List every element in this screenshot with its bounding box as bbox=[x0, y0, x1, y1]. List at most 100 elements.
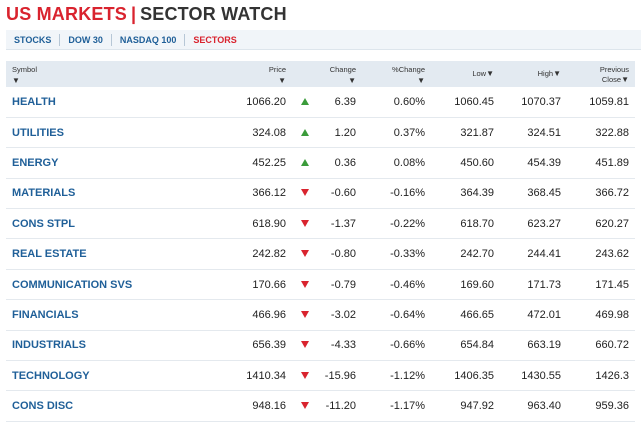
tab-stocks[interactable]: STOCKS bbox=[6, 33, 61, 46]
sort-arrow-icon: ▼ bbox=[553, 69, 561, 78]
sector-name-link[interactable]: INDUSTRIALS bbox=[12, 339, 86, 352]
high-cell: 171.73 bbox=[527, 278, 561, 291]
previous-close-cell: 451.89 bbox=[595, 156, 629, 169]
table-row[interactable]: CONS STPL 618.90 -1.37 -0.22% 618.70 623.27 62… bbox=[6, 209, 635, 239]
table-row[interactable]: UTILITIES 324.08 1.20 0.37% 321.87 324.51 322.… bbox=[6, 117, 635, 148]
sector-name-link[interactable]: REAL ESTATE bbox=[12, 248, 87, 261]
change-cell: -1.37 bbox=[330, 217, 356, 230]
col-previous-close-header[interactable]: Previous Close▼ bbox=[567, 61, 635, 87]
previous-close-cell: 322.88 bbox=[595, 126, 629, 139]
sort-arrow-icon: ▼ bbox=[417, 76, 425, 85]
direction-indicator-cell bbox=[292, 209, 318, 239]
title-us-markets: US MARKETS bbox=[6, 4, 128, 24]
arrow-down-icon bbox=[301, 280, 309, 288]
sector-name-link[interactable]: ENERGY bbox=[12, 156, 59, 169]
pct-change-cell: -0.33% bbox=[390, 248, 425, 261]
high-cell: 454.39 bbox=[527, 156, 561, 169]
arrow-up-icon bbox=[301, 128, 309, 136]
table-row[interactable]: COMMUNICATION SVS 170.66 -0.79 -0.46% 169.60… bbox=[6, 269, 635, 300]
col-change-header[interactable]: Change ▼ bbox=[318, 61, 362, 87]
sector-name-link[interactable]: FINANCIALS bbox=[12, 308, 79, 321]
low-cell: 618.70 bbox=[460, 217, 494, 230]
sort-arrow-icon: ▼ bbox=[348, 76, 356, 85]
previous-close-cell: 243.62 bbox=[595, 248, 629, 261]
low-cell: 466.65 bbox=[460, 308, 494, 321]
page-title: US MARKETS | SECTOR WATCH bbox=[6, 4, 287, 26]
pct-change-cell: 0.37% bbox=[393, 126, 425, 139]
arrow-down-icon bbox=[301, 219, 309, 227]
low-cell: 654.84 bbox=[460, 339, 494, 352]
pct-change-cell: -1.17% bbox=[390, 400, 425, 413]
low-cell: 321.87 bbox=[460, 126, 494, 139]
table-row[interactable]: FINANCIALS 466.96 -3.02 -0.64% 466.65 472.01 4… bbox=[6, 300, 635, 331]
col-close-label: Close bbox=[601, 75, 622, 84]
table-row[interactable]: MATERIALS 366.12 -0.60 -0.16% 364.39 368.45 36… bbox=[6, 178, 635, 209]
col-pct-change-header[interactable]: %Change ▼ bbox=[362, 61, 431, 87]
price-cell: 242.82 bbox=[252, 248, 286, 261]
table-row[interactable]: REAL ESTATE 242.82 -0.80 -0.33% 242.70 244.41… bbox=[6, 239, 635, 270]
direction-indicator-cell bbox=[292, 269, 318, 299]
table-row[interactable]: CONS DISC 948.16 -11.20 -1.17% 947.92 963.40 9… bbox=[6, 391, 635, 422]
price-cell: 1410.34 bbox=[246, 369, 286, 382]
change-cell: -0.79 bbox=[330, 278, 356, 291]
change-cell: -0.80 bbox=[330, 248, 356, 261]
high-cell: 368.45 bbox=[527, 187, 561, 200]
table-row[interactable]: HEALTH 1066.20 6.39 0.60% 1060.45 1070.37 1059… bbox=[6, 87, 635, 118]
change-cell: 0.36 bbox=[334, 156, 356, 169]
tab-dow-30[interactable]: DOW 30 bbox=[60, 33, 112, 46]
arrow-down-icon bbox=[301, 371, 309, 379]
col-low-label: Low bbox=[472, 69, 487, 78]
previous-close-cell: 171.45 bbox=[595, 278, 629, 291]
price-cell: 452.25 bbox=[252, 156, 286, 169]
high-cell: 324.51 bbox=[527, 126, 561, 139]
pct-change-cell: -1.12% bbox=[390, 369, 425, 382]
change-cell: 1.20 bbox=[334, 126, 356, 139]
high-cell: 623.27 bbox=[527, 217, 561, 230]
price-cell: 618.90 bbox=[252, 217, 286, 230]
pct-change-cell: 0.08% bbox=[393, 156, 425, 169]
low-cell: 364.39 bbox=[460, 187, 494, 200]
direction-indicator-cell bbox=[292, 330, 318, 360]
col-price-header[interactable]: Price ▼ bbox=[206, 61, 292, 87]
change-cell: -11.20 bbox=[325, 400, 356, 413]
sector-name-link[interactable]: CONS STPL bbox=[12, 217, 75, 230]
price-cell: 656.39 bbox=[252, 339, 286, 352]
col-low-header[interactable]: Low▼ bbox=[431, 61, 500, 87]
table-header-row: Symbol ▼ Price ▼ Change ▼ %Change ▼ Low▼… bbox=[6, 61, 635, 87]
table-row[interactable]: ENERGY 452.25 0.36 0.08% 450.60 454.39 451.89 bbox=[6, 148, 635, 179]
tab-sectors[interactable]: SECTORS bbox=[193, 34, 237, 45]
high-cell: 1430.55 bbox=[521, 369, 561, 382]
table-row[interactable]: INDUSTRIALS 656.39 -4.33 -0.66% 654.84 663.19… bbox=[6, 330, 635, 361]
change-cell: -4.33 bbox=[330, 339, 356, 352]
sector-name-link[interactable]: TECHNOLOGY bbox=[12, 369, 90, 382]
table-row[interactable]: TECHNOLOGY 1410.34 -15.96 -1.12% 1406.35 1430… bbox=[6, 361, 635, 391]
col-indicator-header bbox=[292, 61, 318, 87]
sort-arrow-icon: ▼ bbox=[621, 75, 629, 84]
col-pct-change-label: %Change bbox=[392, 65, 425, 74]
low-cell: 169.60 bbox=[460, 278, 494, 291]
price-cell: 170.66 bbox=[252, 278, 286, 291]
sort-arrow-icon: ▼ bbox=[486, 69, 494, 78]
col-high-label: High bbox=[537, 69, 554, 78]
sector-name-link[interactable]: CONS DISC bbox=[12, 400, 74, 413]
tab-nasdaq-100[interactable]: NASDAQ 100 bbox=[112, 33, 186, 46]
direction-indicator-cell bbox=[292, 148, 318, 178]
col-symbol-header[interactable]: Symbol ▼ bbox=[6, 61, 206, 87]
arrow-up-icon bbox=[301, 158, 309, 166]
market-tabs: STOCKS DOW 30 NASDAQ 100 SECTORS bbox=[6, 30, 641, 50]
previous-close-cell: 366.72 bbox=[595, 187, 629, 200]
high-cell: 1070.37 bbox=[521, 95, 561, 108]
sector-name-link[interactable]: UTILITIES bbox=[12, 126, 64, 139]
low-cell: 450.60 bbox=[460, 156, 494, 169]
direction-indicator-cell bbox=[292, 178, 318, 208]
sector-name-link[interactable]: MATERIALS bbox=[12, 187, 76, 200]
sector-name-link[interactable]: COMMUNICATION SVS bbox=[12, 278, 133, 291]
col-high-header[interactable]: High▼ bbox=[500, 61, 567, 87]
arrow-down-icon bbox=[301, 250, 309, 258]
col-change-label: Change bbox=[329, 65, 356, 74]
high-cell: 963.40 bbox=[527, 400, 561, 413]
low-cell: 242.70 bbox=[460, 248, 494, 261]
direction-indicator-cell bbox=[292, 239, 318, 269]
sector-name-link[interactable]: HEALTH bbox=[12, 95, 56, 108]
direction-indicator-cell bbox=[292, 300, 318, 330]
